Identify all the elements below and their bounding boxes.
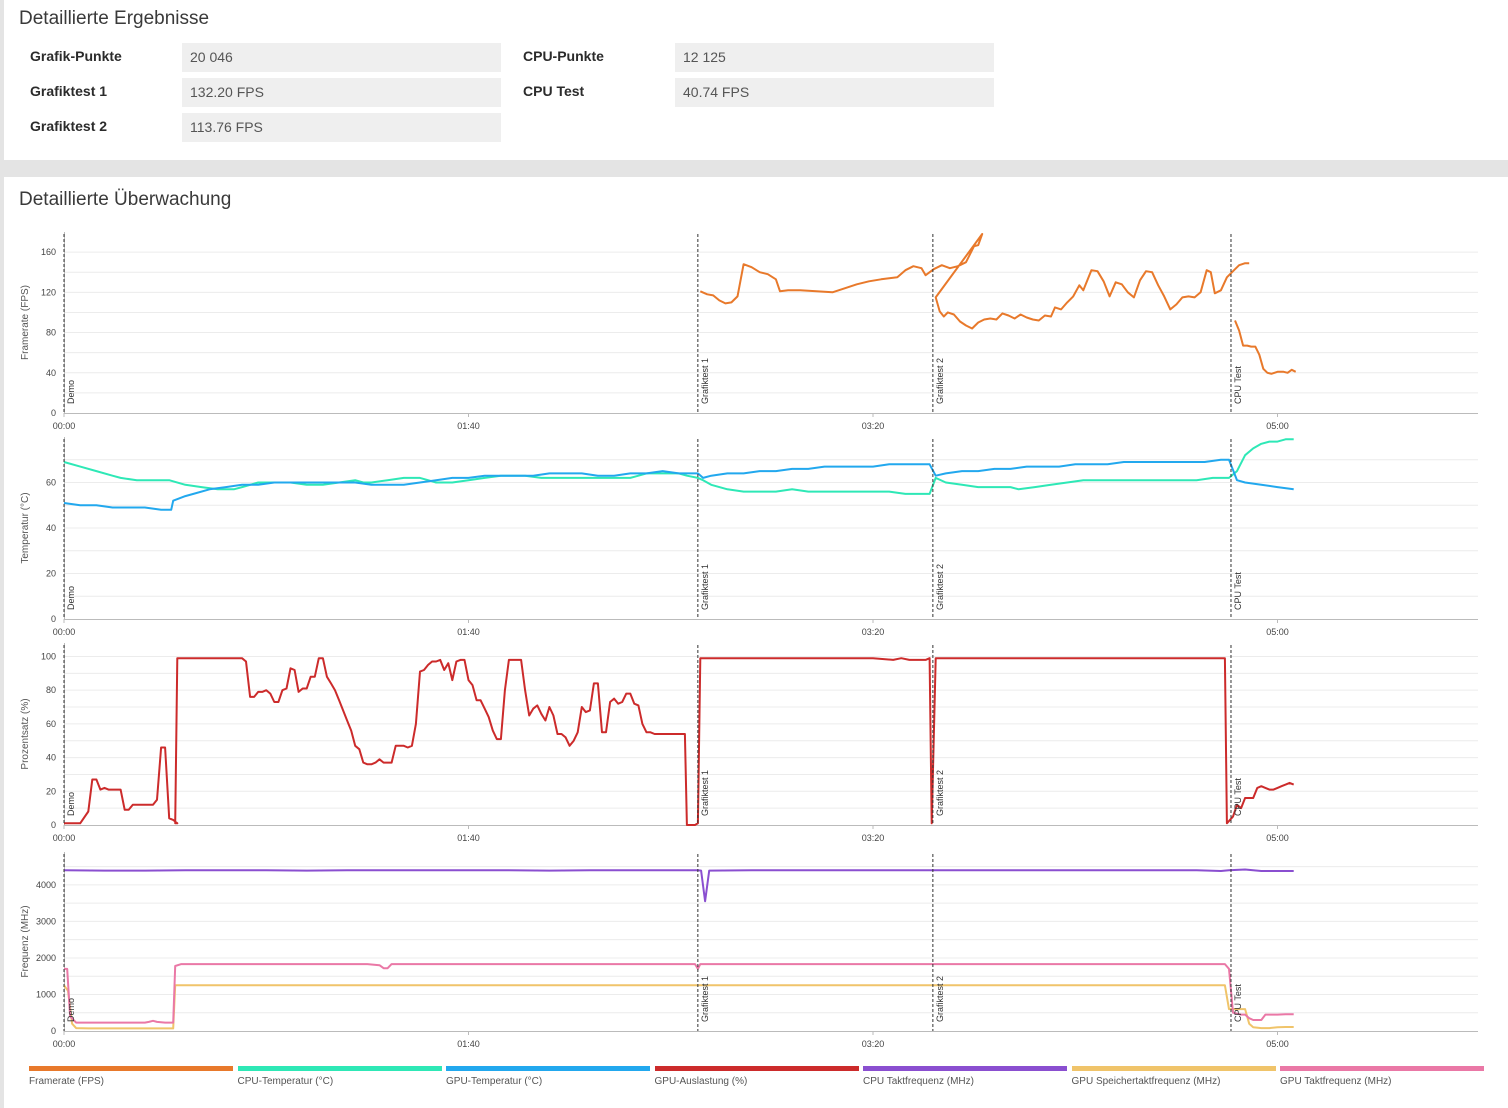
legend-color-swatch xyxy=(654,1066,859,1071)
x-tick-label: 05:00 xyxy=(1266,1039,1289,1049)
y-tick-label: 40 xyxy=(46,523,56,533)
test-marker-label: Grafiktest 2 xyxy=(935,358,945,404)
test-marker-label: Grafiktest 1 xyxy=(700,564,710,610)
cpu-test-value: 40.74 FPS xyxy=(675,78,994,107)
series-line xyxy=(64,657,1295,826)
x-tick-label: 03:20 xyxy=(862,833,885,843)
test-marker-label: Demo xyxy=(66,792,76,816)
x-tick-label: 00:00 xyxy=(53,421,76,431)
x-tick-label: 01:40 xyxy=(457,833,480,843)
test-marker-label: Grafiktest 2 xyxy=(935,770,945,816)
x-tick-label: 00:00 xyxy=(53,833,76,843)
y-tick-label: 80 xyxy=(46,328,56,338)
x-tick-label: 00:00 xyxy=(53,1039,76,1049)
y-tick-label: 3000 xyxy=(36,916,56,926)
series-line xyxy=(63,984,1294,1030)
y-axis-label: Frequenz (MHz) xyxy=(20,905,31,977)
results-card: Detaillierte Ergebnisse Grafik-Punkte 20… xyxy=(4,0,1508,160)
cpu-score-label: CPU-Punkte xyxy=(523,48,604,64)
test-marker-label: CPU Test xyxy=(1233,778,1243,816)
legend-label: GPU Taktfrequenz (MHz) xyxy=(1280,1076,1392,1087)
legend-label: GPU-Temperatur (°C) xyxy=(446,1076,543,1087)
legend-color-swatch xyxy=(446,1066,650,1071)
test-marker-label: CPU Test xyxy=(1233,984,1243,1022)
cpu-score-value: 12 125 xyxy=(675,43,994,72)
test-marker-label: Grafiktest 1 xyxy=(700,976,710,1022)
y-tick-label: 20 xyxy=(46,569,56,579)
test-marker-label: CPU Test xyxy=(1233,366,1243,404)
legend-label: Framerate (FPS) xyxy=(29,1076,105,1087)
graphics-score-value: 20 046 xyxy=(182,43,501,72)
y-tick-label: 1000 xyxy=(36,989,56,999)
y-axis-label: Temperatur (°C) xyxy=(20,492,31,563)
x-tick-label: 01:40 xyxy=(457,627,480,637)
y-tick-label: 60 xyxy=(46,478,56,488)
y-tick-label: 2000 xyxy=(36,953,56,963)
y-tick-label: 4000 xyxy=(36,880,56,890)
legend-color-swatch xyxy=(1071,1066,1276,1071)
x-tick-label: 01:40 xyxy=(457,1039,480,1049)
series-line xyxy=(63,458,1294,511)
y-tick-label: 0 xyxy=(51,408,56,418)
graphics-test-1-label: Grafiktest 1 xyxy=(30,83,108,99)
test-marker-label: Grafiktest 2 xyxy=(935,976,945,1022)
x-tick-label: 03:20 xyxy=(862,421,885,431)
test-marker-label: Demo xyxy=(66,998,76,1022)
y-tick-label: 40 xyxy=(46,368,56,378)
y-tick-label: 0 xyxy=(51,614,56,624)
test-marker-label: Grafiktest 2 xyxy=(935,564,945,610)
legend-label: CPU Taktfrequenz (MHz) xyxy=(863,1076,974,1087)
y-axis-label: Framerate (FPS) xyxy=(20,285,31,360)
x-tick-label: 03:20 xyxy=(862,1039,885,1049)
x-tick-label: 05:00 xyxy=(1266,833,1289,843)
y-tick-label: 100 xyxy=(41,651,56,661)
y-tick-label: 120 xyxy=(41,287,56,297)
series-line xyxy=(1234,320,1297,375)
x-tick-label: 05:00 xyxy=(1266,627,1289,637)
y-tick-label: 20 xyxy=(46,786,56,796)
graphics-test-2-label: Grafiktest 2 xyxy=(30,118,108,134)
y-tick-label: 40 xyxy=(46,753,56,763)
series-line xyxy=(64,963,1294,1024)
monitoring-title: Detaillierte Überwachung xyxy=(19,189,232,210)
legend-color-swatch xyxy=(1280,1066,1484,1071)
test-marker-label: Grafiktest 1 xyxy=(700,770,710,816)
series-line xyxy=(63,868,1294,903)
x-tick-label: 05:00 xyxy=(1266,421,1289,431)
x-tick-label: 01:40 xyxy=(457,421,480,431)
test-marker-label: CPU Test xyxy=(1233,572,1243,610)
y-tick-label: 0 xyxy=(51,820,56,830)
cpu-test-label: CPU Test xyxy=(523,83,585,99)
y-tick-label: 0 xyxy=(51,1026,56,1036)
test-marker-label: Demo xyxy=(66,586,76,610)
y-tick-label: 160 xyxy=(41,247,56,257)
test-marker-label: Demo xyxy=(66,380,76,404)
graphics-test-1-value: 132.20 FPS xyxy=(182,78,501,107)
results-title: Detaillierte Ergebnisse xyxy=(19,8,210,29)
y-tick-label: 80 xyxy=(46,685,56,695)
x-tick-label: 00:00 xyxy=(53,627,76,637)
legend-label: CPU-Temperatur (°C) xyxy=(237,1076,334,1087)
legend-color-swatch xyxy=(29,1066,233,1071)
graphics-test-2-value: 113.76 FPS xyxy=(182,113,501,142)
x-tick-label: 03:20 xyxy=(862,627,885,637)
legend-color-swatch xyxy=(863,1066,1067,1071)
graphics-score-label: Grafik-Punkte xyxy=(30,48,122,64)
series-line xyxy=(699,233,1250,330)
y-axis-label: Prozentsatz (%) xyxy=(20,698,31,769)
test-marker-label: Grafiktest 1 xyxy=(700,358,710,404)
legend-color-swatch xyxy=(237,1066,442,1071)
y-tick-label: 60 xyxy=(46,719,56,729)
legend-label: GPU Speichertaktfrequenz (MHz) xyxy=(1071,1076,1221,1087)
legend-label: GPU-Auslastung (%) xyxy=(654,1076,748,1087)
